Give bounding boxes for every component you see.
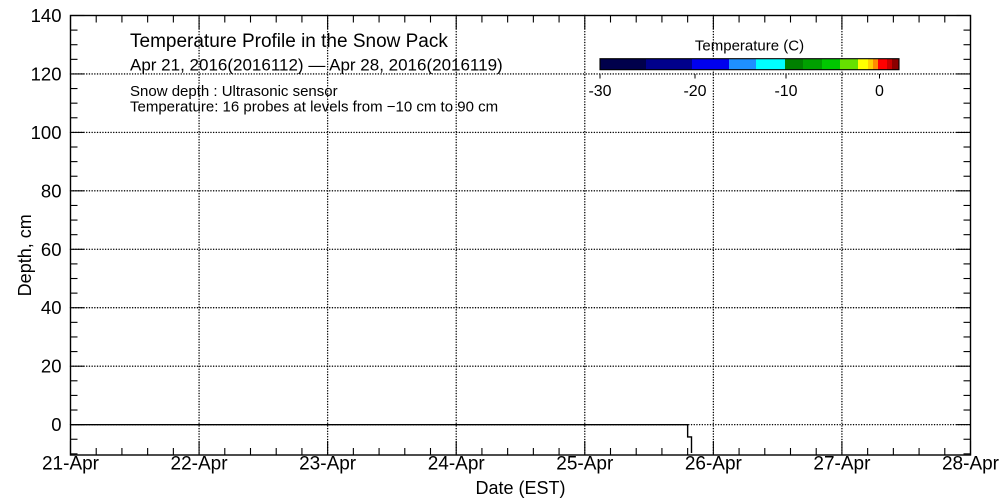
svg-text:Apr 21, 2016(2016112) — Apr 28: Apr 21, 2016(2016112) — Apr 28, 2016(201… bbox=[130, 56, 503, 75]
svg-text:120: 120 bbox=[31, 63, 62, 84]
svg-text:Temperature: 16 probes at leve: Temperature: 16 probes at levels from −1… bbox=[130, 99, 498, 116]
svg-text:Temperature (C): Temperature (C) bbox=[695, 38, 804, 55]
svg-text:26-Apr: 26-Apr bbox=[685, 454, 743, 475]
svg-text:21-Apr: 21-Apr bbox=[42, 454, 100, 475]
svg-text:60: 60 bbox=[41, 239, 62, 260]
svg-text:0: 0 bbox=[51, 414, 61, 435]
svg-text:20: 20 bbox=[41, 356, 62, 377]
svg-text:Date (EST): Date (EST) bbox=[475, 478, 565, 498]
svg-text:25-Apr: 25-Apr bbox=[556, 454, 614, 475]
svg-text:-20: -20 bbox=[683, 83, 706, 100]
svg-text:0: 0 bbox=[875, 83, 884, 100]
svg-text:Snow depth : Ultrasonic sensor: Snow depth : Ultrasonic sensor bbox=[130, 83, 338, 100]
svg-text:100: 100 bbox=[31, 122, 62, 143]
svg-text:80: 80 bbox=[41, 180, 62, 201]
svg-text:24-Apr: 24-Apr bbox=[428, 454, 486, 475]
svg-text:-30: -30 bbox=[588, 83, 611, 100]
svg-text:Temperature Profile in the Sno: Temperature Profile in the Snow Pack bbox=[130, 31, 448, 52]
svg-text:40: 40 bbox=[41, 297, 62, 318]
svg-text:28-Apr: 28-Apr bbox=[942, 454, 1000, 475]
svg-text:-10: -10 bbox=[774, 83, 797, 100]
svg-text:140: 140 bbox=[31, 5, 62, 26]
svg-text:Depth, cm: Depth, cm bbox=[15, 214, 35, 296]
svg-text:27-Apr: 27-Apr bbox=[813, 454, 871, 475]
svg-text:22-Apr: 22-Apr bbox=[171, 454, 229, 475]
svg-text:23-Apr: 23-Apr bbox=[299, 454, 357, 475]
